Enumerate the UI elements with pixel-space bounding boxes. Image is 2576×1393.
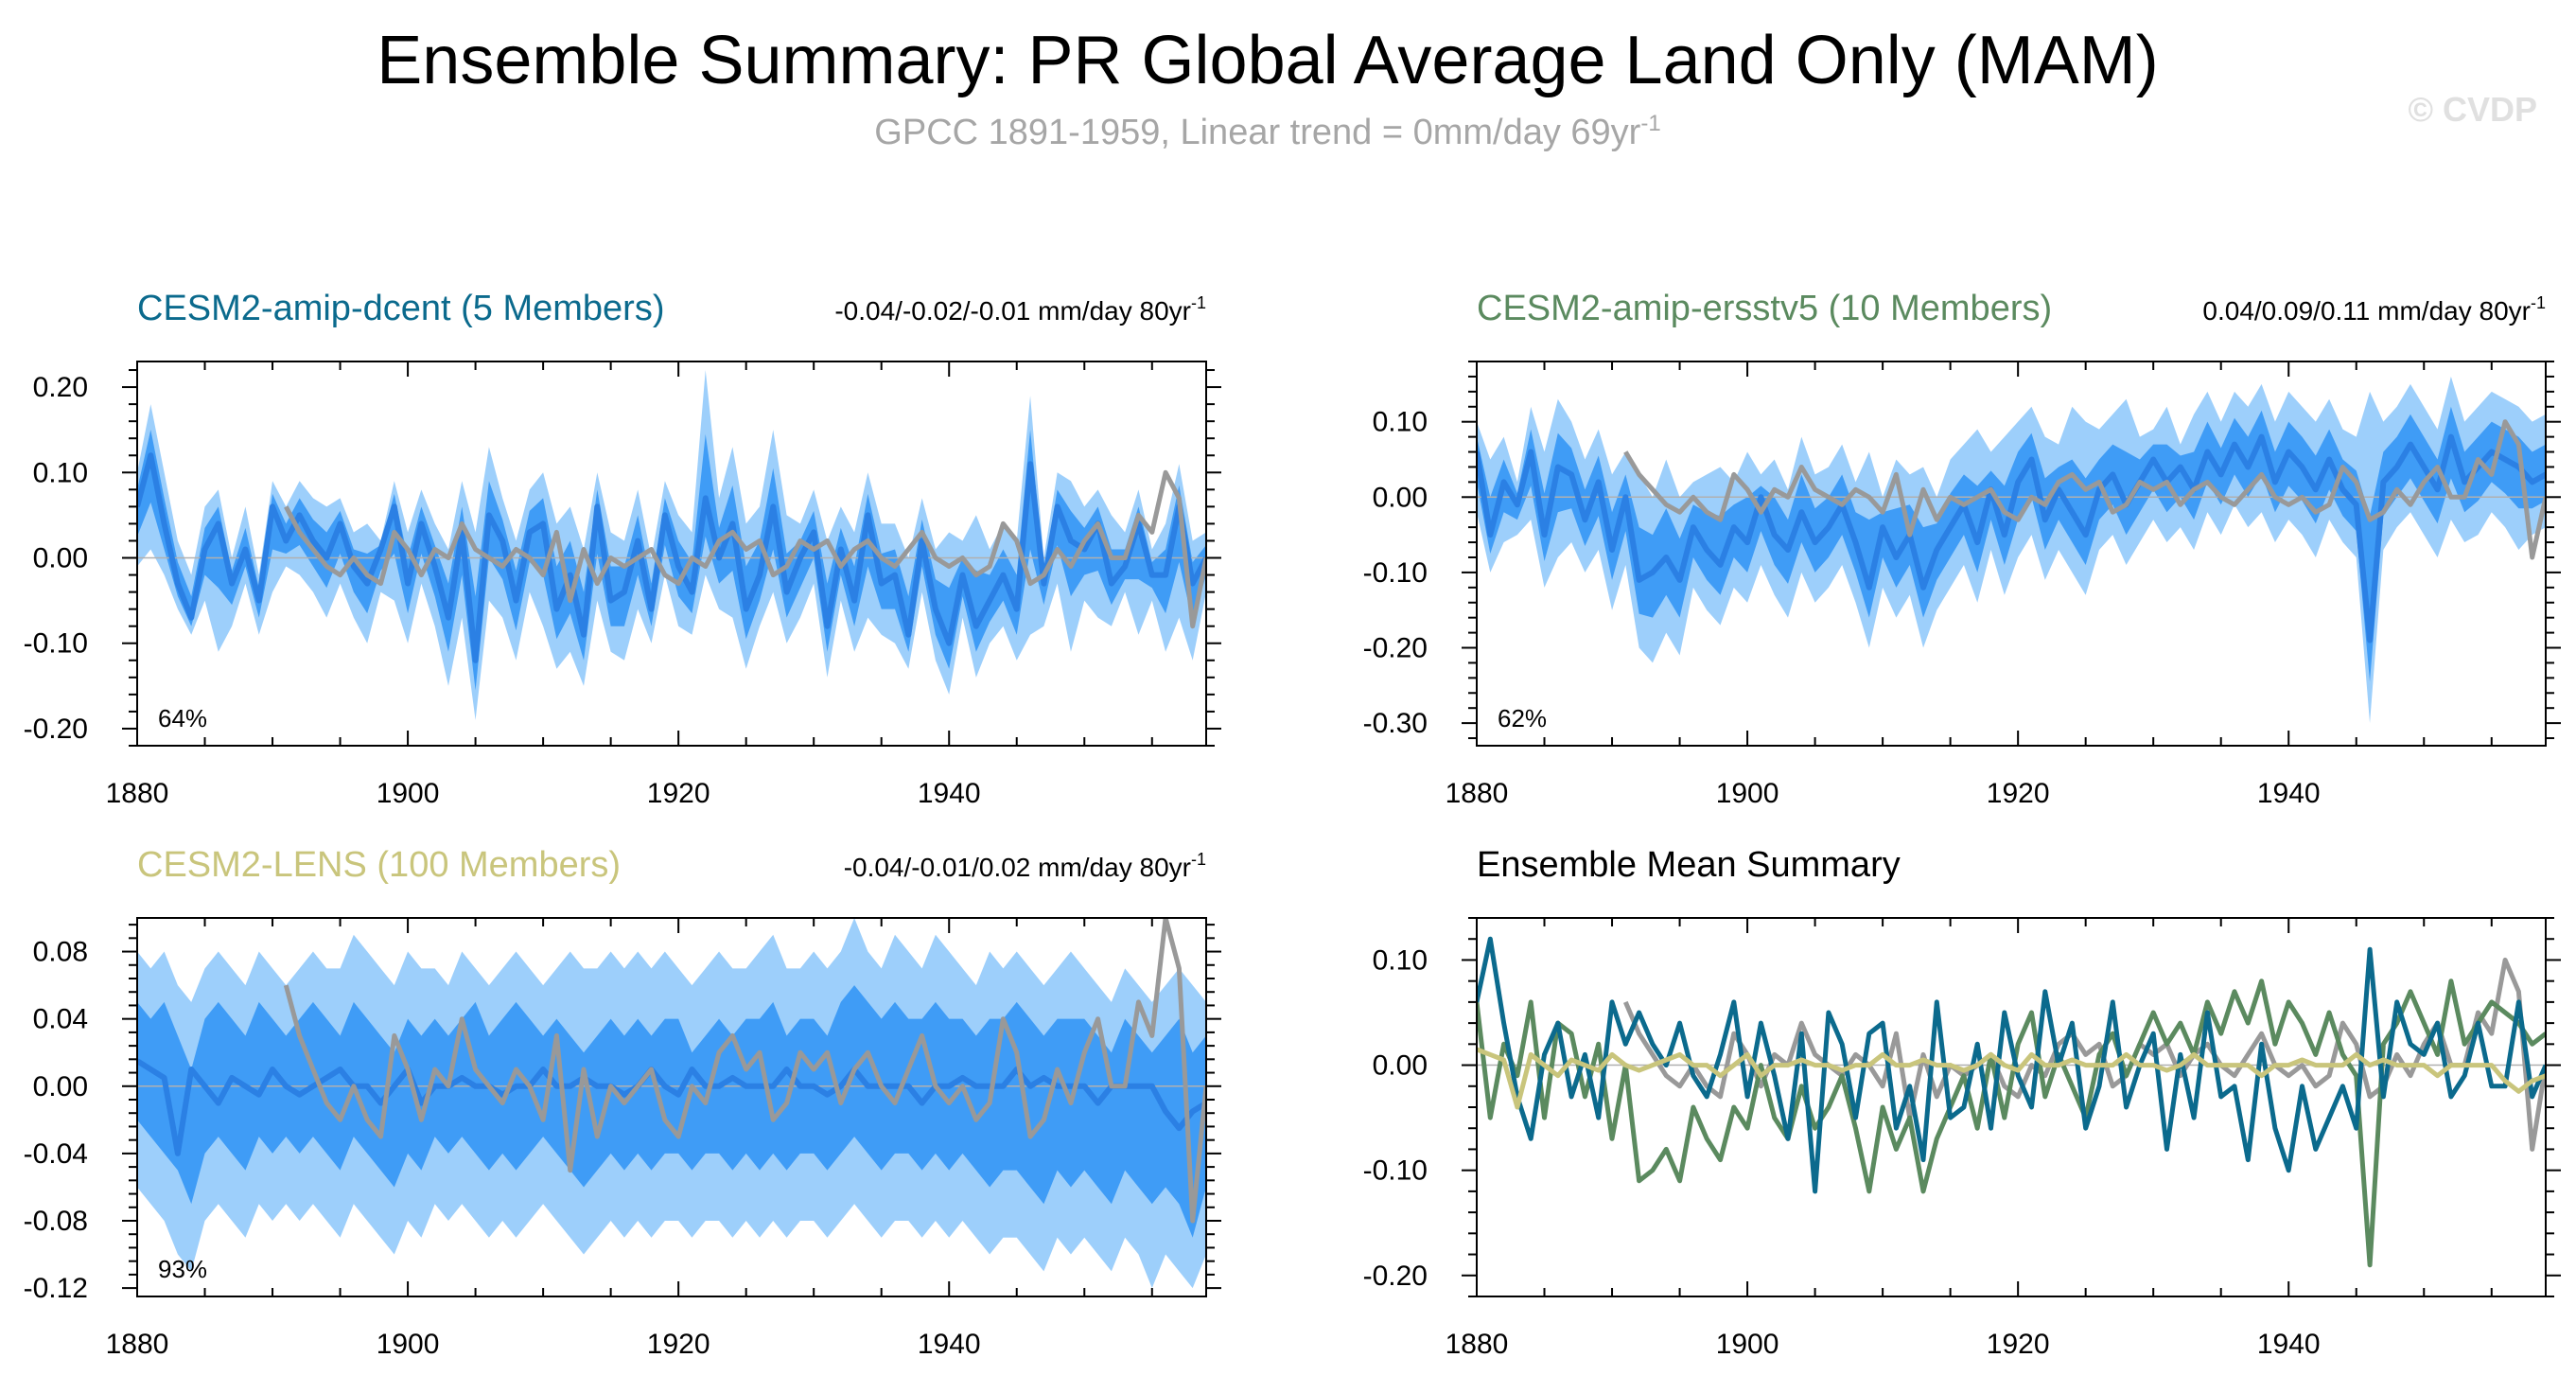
y-tick-label: 0.00 [33,543,88,574]
panel-title: CESM2-amip-dcent (5 Members) [137,289,664,328]
x-tick-label: 1880 [1446,1329,1509,1360]
x-tick-label: 1900 [1716,778,1779,809]
plot-area [1477,376,2546,724]
percent-label: 62% [1498,704,1547,732]
watermark: © CVDP [2408,90,2537,129]
percent-label: 93% [158,1255,207,1283]
series-line-ensemble-mean [137,1058,1206,1156]
trend-text: -0.04/-0.01/0.02 mm/day 80yr-1 [844,850,1206,882]
y-tick-label: -0.10 [24,628,88,660]
y-tick-label: 0.10 [33,457,88,488]
y-tick-label: 0.20 [33,372,88,403]
plot-area [137,918,1206,1289]
series-line-gpcc [283,918,1206,1224]
y-tick-label: -0.20 [1363,633,1428,664]
y-tick-label: -0.20 [24,714,88,745]
series-line-cesm2-lens [1477,1047,2546,1110]
subtitle: GPCC 1891-1959, Linear trend = 0mm/day 6… [874,111,1660,152]
y-tick-label: 0.00 [1373,1050,1428,1082]
x-tick-label: 1900 [377,1329,440,1360]
trend-text: -0.04/-0.02/-0.01 mm/day 80yr-1 [834,293,1206,326]
trend-value: -0.04/-0.01/0.02 mm/day 80yr [844,853,1191,882]
panel-title: Ensemble Mean Summary [1477,845,1901,885]
x-tick-label: 1920 [647,1329,710,1360]
x-tick-label: 1940 [2257,778,2321,809]
plot-frame [1476,917,2547,1297]
y-tick-label: 0.04 [33,1004,88,1035]
percent-label: 64% [158,704,207,732]
y-tick-label: -0.10 [1363,557,1428,589]
y-tick-label: -0.10 [1363,1155,1428,1187]
panel-summary: 1880 1900 1920 1940 0.10 0.00 -0.10 -0.20 Ensemb… [1363,845,2561,1360]
trend-sup: -1 [1191,293,1206,312]
x-tick-label: 1880 [106,778,169,809]
plot-frame [136,917,1207,1297]
trend-value: 0.04/0.09/0.11 mm/day 80yr [2202,296,2531,326]
y-tick-label: 0.00 [33,1071,88,1102]
x-tick-label: 1920 [1987,778,2050,809]
x-tick-label: 1880 [1446,778,1509,809]
x-tick-label: 1900 [1716,1329,1779,1360]
series-line-ensemble-mean [1477,433,2546,644]
panel-lens: 1880 1900 1920 1940 0.08 0.04 0.00 -0.04 -0.08 -0… [24,845,1221,1360]
panel-title: CESM2-amip-ersstv5 (10 Members) [1477,289,2052,328]
series-line-gpcc [1623,419,2546,560]
y-tick-label: 0.10 [1373,944,1428,976]
trend-sup: -1 [1191,850,1206,869]
plot-frame [136,361,1207,747]
x-tick-label: 1940 [918,1329,981,1360]
series-line-cesm2-amip-dcent [1477,936,2546,1194]
panel-ersstv5: 1880 1900 1920 1940 0.10 0.00 -0.10 -0.20 -0.30 C… [1363,289,2561,809]
x-tick-label: 1920 [647,778,710,809]
panel-dcent: 1880 1900 1920 1940 0.20 0.10 0.00 -0.10 -0.20 CE… [24,289,1221,809]
trend-sup: -1 [2531,293,2546,312]
series-line-ensemble-mean [137,452,1206,663]
x-tick-label: 1900 [377,778,440,809]
trend-text: 0.04/0.09/0.11 mm/day 80yr-1 [2202,293,2546,326]
x-tick-label: 1940 [2257,1329,2321,1360]
panel-title: CESM2-LENS (100 Members) [137,845,621,885]
x-tick-label: 1920 [1987,1329,2050,1360]
subtitle-text: GPCC 1891-1959, Linear trend = 0mm/day 6… [874,113,1640,152]
plot-frame [1476,361,2547,747]
y-tick-label: -0.04 [24,1138,88,1170]
y-tick-label: -0.30 [1363,708,1428,739]
x-tick-label: 1940 [918,778,981,809]
series-line-cesm2-amip-ersstv5 [1477,979,2546,1268]
range-band-inner [137,985,1206,1238]
y-tick-label: -0.20 [1363,1261,1428,1292]
y-tick-label: 0.08 [33,937,88,968]
y-tick-label: 0.00 [1373,482,1428,513]
y-tick-label: 0.10 [1373,407,1428,438]
x-tick-label: 1880 [106,1329,169,1360]
subtitle-sup: -1 [1640,111,1660,136]
plot-area [137,370,1206,720]
plot-area [1477,936,2546,1268]
trend-value: -0.04/-0.02/-0.01 mm/day 80yr [834,296,1191,326]
y-tick-label: -0.12 [24,1273,88,1304]
series-line-gpcc [284,469,1206,629]
y-tick-label: -0.08 [24,1206,88,1237]
main-title: Ensemble Summary: PR Global Average Land… [377,23,2158,98]
